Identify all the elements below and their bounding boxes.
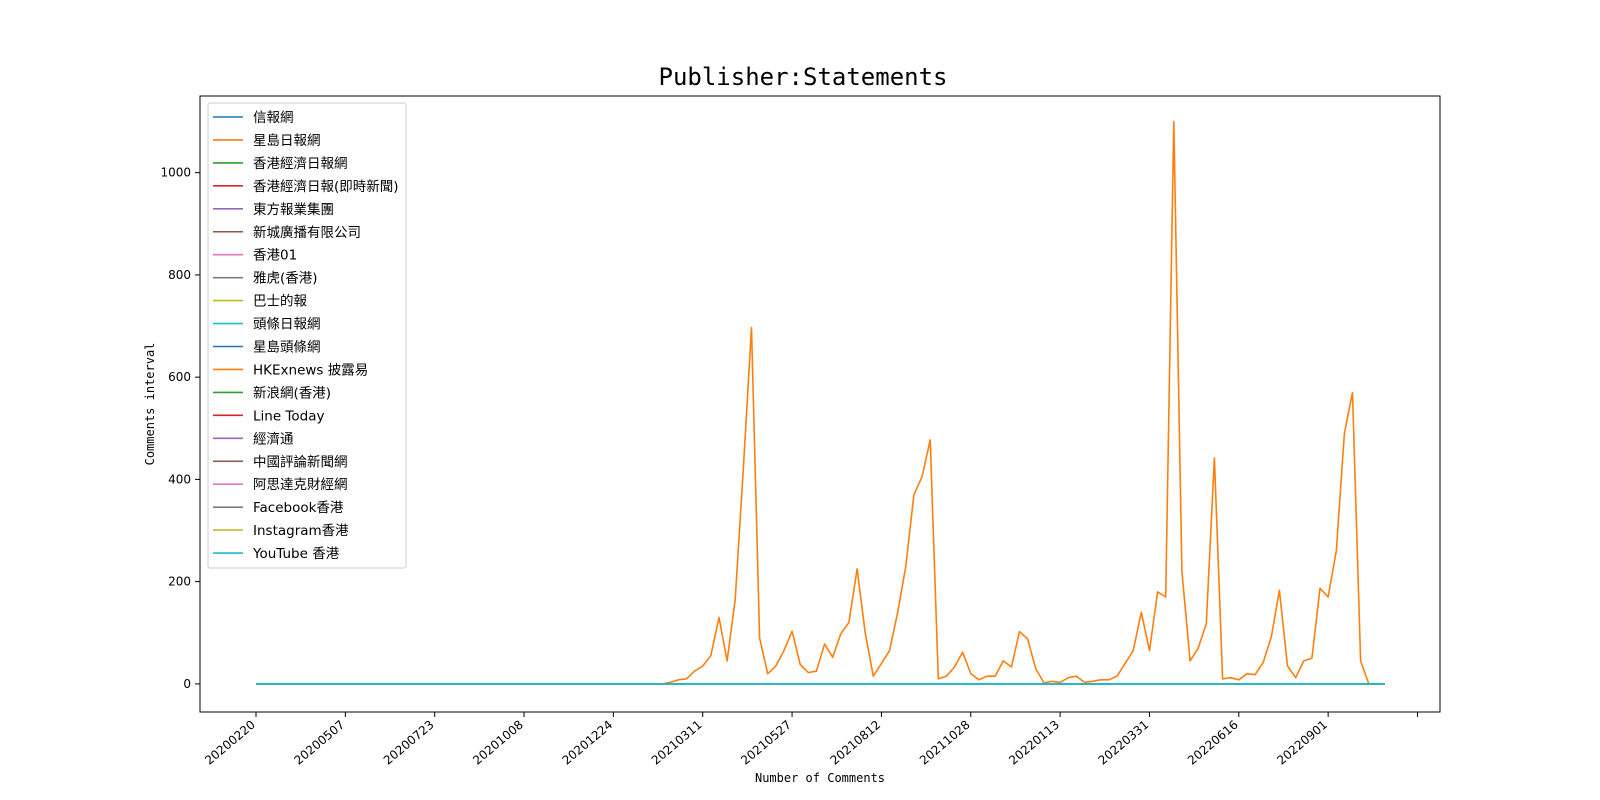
x-tick-label: 20201008 [470, 718, 526, 768]
plot-area [199, 95, 1441, 713]
legend-item-label: 星島日報網 [253, 133, 321, 149]
x-axis-label: Number of Comments [755, 771, 885, 785]
legend-item-label: 東方報業集團 [253, 202, 334, 218]
legend-item-label: 中國評論新聞網 [253, 454, 348, 470]
y-tick-label: 800 [168, 268, 191, 282]
legend-item-label: 香港經濟日報網 [253, 156, 348, 172]
x-tick-label: 20220113 [1006, 718, 1062, 768]
x-tick-label: 20200723 [381, 718, 437, 768]
x-tick-label: 20220901 [1274, 718, 1330, 768]
y-tick-label: 0 [183, 677, 191, 691]
x-tick-label: 20200507 [291, 718, 347, 768]
x-tick-label: 20210311 [649, 718, 705, 768]
legend-item-label: 香港經濟日報(即時新聞) [253, 179, 399, 195]
legend-item-label: 新浪網(香港) [253, 385, 331, 401]
y-axis: 0 200 400 600 800 1000 [160, 166, 200, 691]
legend-item-label: 香港01 [253, 248, 297, 264]
legend-item-label: 雅虎(香港) [253, 271, 318, 287]
series-line-active [256, 120, 1385, 685]
x-tick-label: 20210812 [828, 718, 884, 768]
y-tick-label: 600 [168, 370, 191, 384]
legend-item-label: YouTube 香港 [252, 546, 340, 562]
x-tick-label: 20200220 [202, 718, 258, 768]
y-tick-label: 1000 [160, 166, 191, 180]
legend-box [207, 102, 407, 569]
x-axis: 20200220 20200507 20200723 20201008 20201224… [202, 712, 1418, 768]
legend-item-label: 星島頭條網 [253, 340, 321, 356]
y-axis-label: Comments interval [143, 343, 157, 466]
y-tick-label: 400 [168, 472, 191, 486]
x-tick-label: 20220616 [1185, 718, 1241, 768]
legend-item-label: 新城廣播有限公司 [253, 224, 361, 241]
legend-item-label: Facebook香港 [253, 500, 344, 516]
legend-item-label: Line Today [253, 408, 324, 424]
chart-title: Publisher:Statements [659, 63, 948, 91]
x-tick-label: 20211028 [917, 718, 973, 768]
legend-item-label: HKExnews 披露易 [253, 362, 368, 378]
x-tick-label: 20210527 [738, 718, 794, 768]
y-tick-label: 200 [168, 575, 191, 589]
legend-item-label: 巴士的報 [253, 294, 307, 310]
legend-item-label: 阿思達克財經網 [253, 477, 348, 493]
legend-item-label: 信報網 [253, 110, 294, 126]
legend-item-label: Instagram香港 [253, 523, 349, 539]
x-tick-label: 20220331 [1096, 718, 1152, 768]
legend-item-label: 經濟通 [253, 431, 294, 447]
x-tick-label: 20201224 [560, 718, 616, 768]
legend-item-label: 頭條日報網 [253, 317, 321, 333]
series-lines [256, 120, 1385, 685]
